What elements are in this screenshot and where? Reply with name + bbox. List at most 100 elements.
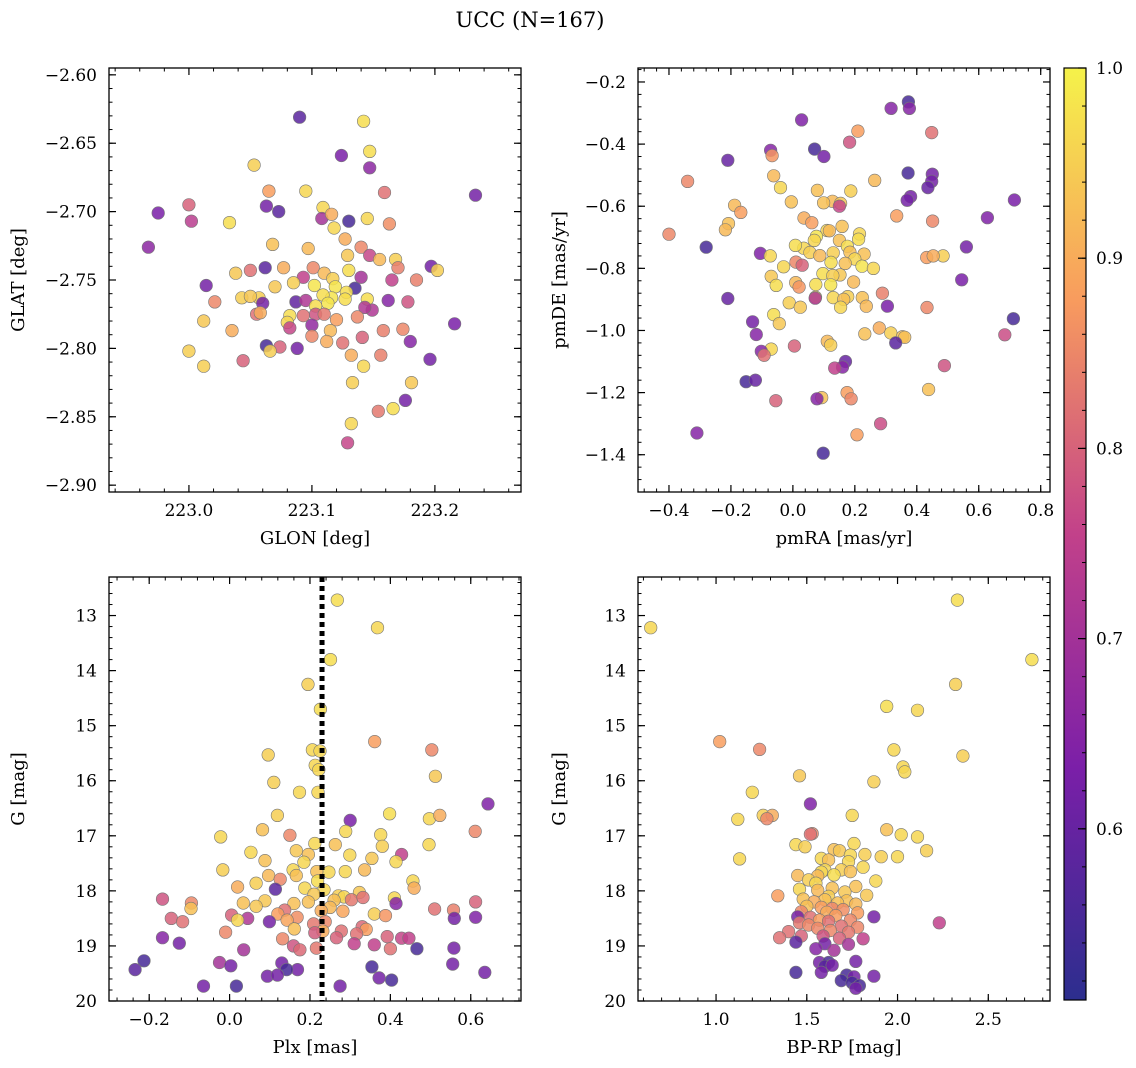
glon-glat-point-106 [398, 393, 413, 408]
plx-g-point-23 [339, 824, 353, 839]
colorbar-tick-label: 0.7 [1096, 630, 1123, 650]
glon-glat-point-84 [376, 324, 390, 338]
plx-g-point-85 [378, 908, 393, 923]
glon-glat-point-22 [327, 221, 341, 235]
plx-g-point-111 [172, 936, 186, 950]
colorbar: 0.6 0.7 0.8 0.9 1.0 [1063, 59, 1123, 1001]
pm-point-51 [959, 240, 974, 254]
cmd-point-15 [803, 797, 818, 811]
plx-g-y-tick-label: 20 [75, 992, 97, 1012]
plx-g-point-129 [128, 962, 142, 977]
glon-glat-y-tick-label: −2.90 [45, 476, 97, 496]
pm-y-tick-label: −0.2 [585, 73, 626, 93]
pm-x-tick-label: 0.2 [841, 501, 868, 521]
glon-glat-x-tick-label: 223.0 [165, 501, 214, 521]
plx-g-point-22 [255, 823, 270, 837]
plx-g-point-75 [249, 899, 263, 913]
cmd-y-tick-label: 15 [604, 717, 626, 737]
cmd-point-102 [849, 954, 863, 969]
plx-g-point-21 [433, 808, 447, 823]
pm-point-95 [920, 300, 934, 315]
cmd-point-75 [867, 910, 881, 924]
pm-point-70 [866, 261, 881, 276]
cmd-point-19 [731, 812, 745, 826]
glon-glat-x-axis-label: GLON [deg] [260, 528, 370, 549]
glon-glat-point-103 [357, 359, 371, 373]
cmd-point-101 [825, 958, 839, 972]
pm-point-79 [846, 275, 861, 289]
cmd-point-43 [843, 864, 858, 879]
plx-g-point-130 [478, 965, 492, 980]
glon-glat-point-85 [396, 322, 410, 336]
cmd-point-14 [745, 785, 759, 799]
glon-glat-point-30 [373, 252, 387, 267]
pm-point-78 [824, 278, 838, 292]
cmd-point-22 [894, 828, 908, 842]
pm-point-128 [850, 428, 864, 442]
cmd-point-45 [827, 868, 841, 882]
glon-glat-point-52 [268, 280, 282, 294]
glon-glat-point-10 [182, 198, 196, 212]
plx-g-point-92 [176, 915, 190, 929]
plx-g-point-117 [410, 942, 424, 956]
pm-point-90 [782, 296, 796, 310]
pm-point-116 [937, 359, 952, 373]
pm-point-102 [858, 327, 872, 341]
pm-point-37 [925, 214, 940, 228]
glon-glat-y-tick-label: −2.75 [45, 271, 97, 291]
pm-point-21 [844, 184, 858, 198]
plx-g-point-42 [216, 863, 230, 877]
cmd-y-tick-label: 18 [604, 882, 626, 902]
pm-point-46 [807, 233, 821, 247]
pm-x-tick-label: 0.0 [779, 501, 806, 521]
pm-point-129 [816, 446, 830, 460]
cmd-point-12 [792, 769, 807, 783]
pm-point-80 [769, 278, 783, 293]
plx-g-y-tick-label: 19 [75, 937, 97, 957]
glon-glat-point-6 [262, 184, 276, 198]
plx-g-point-136 [229, 979, 243, 993]
plx-g-point-2 [323, 652, 338, 667]
plx-g-point-28 [308, 836, 322, 851]
pm-point-88 [808, 291, 822, 305]
plx-g-point-44 [358, 863, 372, 877]
plx-g-point-132 [270, 968, 285, 982]
plx-g-point-14 [292, 785, 307, 799]
cmd-panel: 1.0 1.5 2.0 2.5 13 14 15 16 17 18 19 20 BP-RP [mag] G… [549, 576, 1051, 1058]
plx-g-point-54 [298, 881, 312, 895]
colorbar-tick-label: 0.9 [1096, 249, 1123, 269]
cmd-point-9 [956, 749, 970, 763]
colorbar-tick-label: 0.6 [1096, 820, 1123, 840]
plx-g-point-47 [262, 868, 276, 883]
glon-glat-point-94 [336, 336, 350, 350]
plx-g-x-tick-label: 0.6 [457, 1010, 484, 1030]
plx-g-x-axis-label: Plx [mas] [273, 1037, 358, 1058]
cmd-point-38 [874, 850, 888, 864]
pm-point-18 [921, 181, 935, 195]
pm-point-108 [889, 336, 903, 350]
plx-g-point-70 [469, 895, 483, 909]
plx-g-point-53 [231, 880, 245, 894]
glon-glat-point-81 [225, 324, 239, 338]
plx-g-point-98 [287, 922, 301, 936]
glon-glat-point-64 [381, 293, 395, 308]
pm-point-24 [1007, 193, 1022, 207]
pm-y-tick-label: −1.4 [585, 446, 626, 466]
glon-glat-point-8 [377, 185, 392, 200]
cmd-point-56 [860, 888, 874, 902]
pm-point-12 [901, 166, 915, 180]
pm-y-tick-label: −1.2 [585, 384, 626, 404]
pm-x-tick-label: −0.4 [648, 501, 689, 521]
glon-glat-point-51 [199, 278, 213, 293]
glon-glat-point-105 [404, 376, 419, 390]
pm-point-104 [998, 328, 1012, 342]
plx-g-point-91 [231, 913, 245, 927]
plx-g-point-33 [289, 844, 303, 858]
glon-glat-point-79 [329, 313, 344, 327]
glon-glat-point-97 [263, 344, 277, 358]
glon-glat-point-24 [338, 232, 352, 246]
plx-g-point-64 [344, 893, 359, 907]
pm-point-59 [763, 249, 777, 263]
pm-y-tick-label: −0.6 [585, 197, 626, 217]
cmd-point-11 [898, 765, 912, 779]
